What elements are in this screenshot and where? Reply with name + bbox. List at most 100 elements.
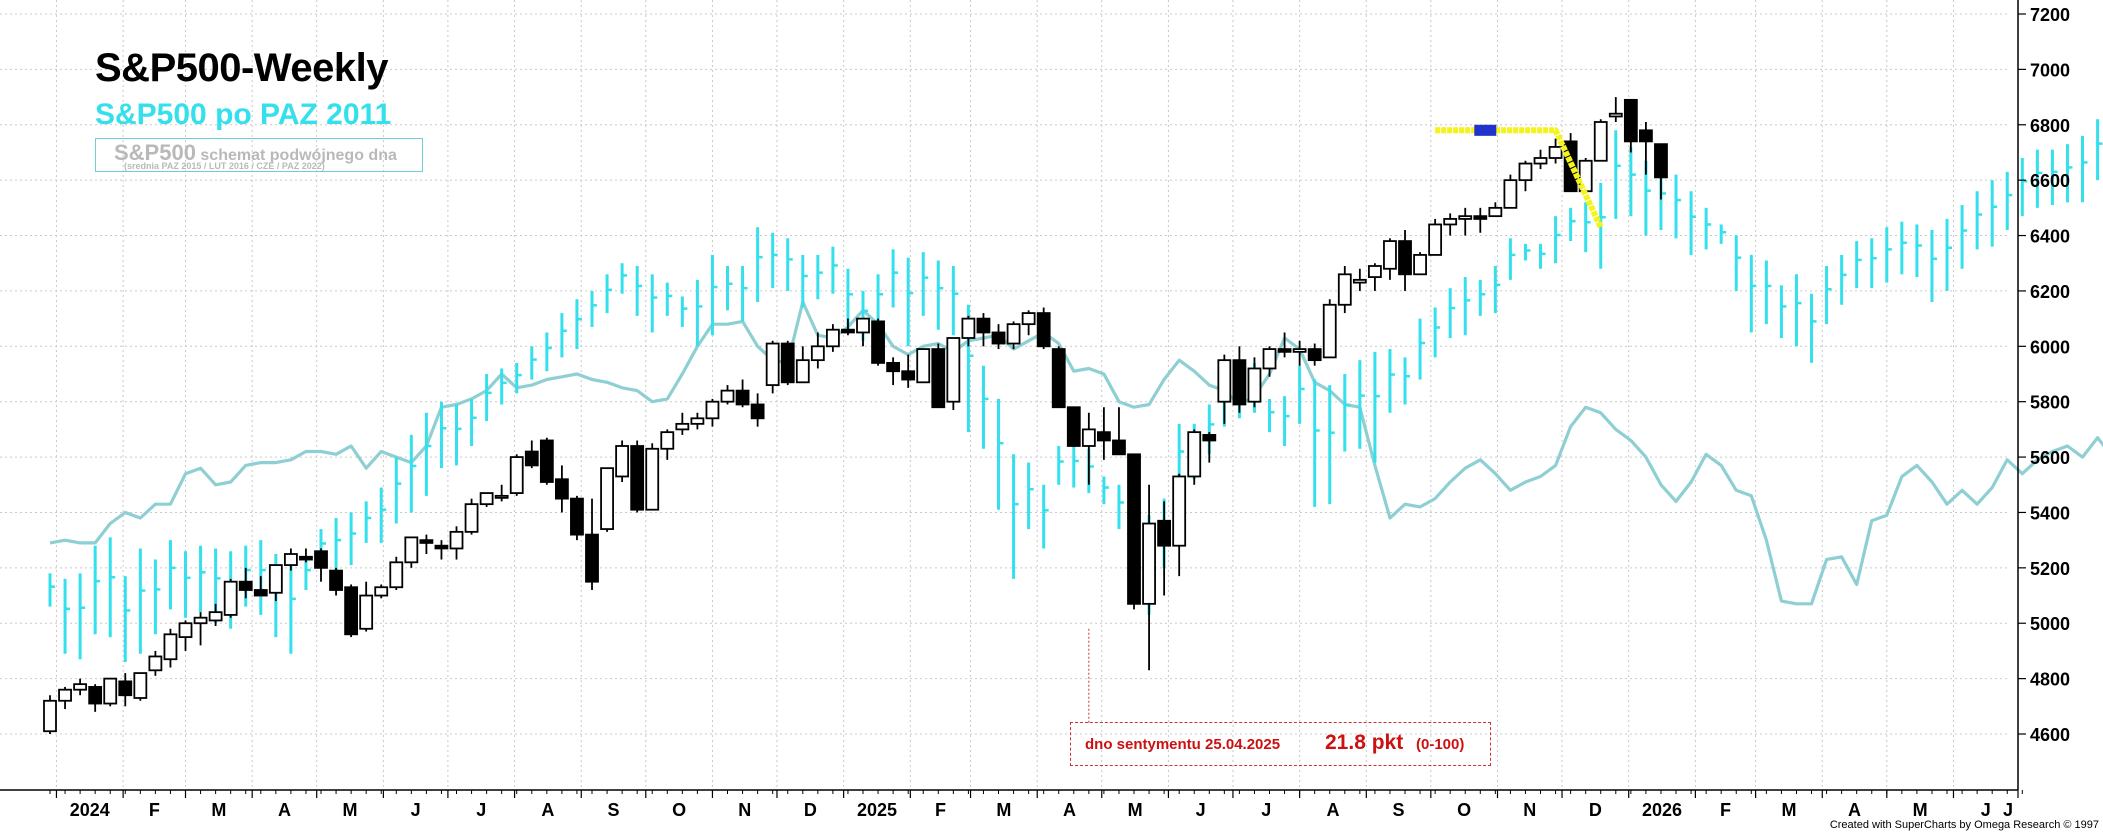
analog-series [48, 119, 2103, 662]
x-tick-label: F [149, 800, 160, 820]
candle-down [1307, 348, 1322, 362]
price-series [43, 97, 1668, 734]
x-tick-label: S [608, 800, 620, 820]
candle-down [1036, 312, 1051, 348]
candle-up [1383, 240, 1397, 270]
candle-up [856, 317, 870, 334]
candle-down [570, 497, 584, 536]
candle-up [1247, 367, 1262, 403]
candle-up [1533, 157, 1548, 165]
candle-down [871, 320, 885, 364]
candle-up [675, 422, 690, 431]
candle-up [1488, 206, 1503, 218]
candle-down [630, 445, 645, 511]
candle-down [1473, 215, 1488, 220]
candle-up [810, 345, 825, 362]
x-tick-label: A [1326, 800, 1339, 820]
y-tick-label: 5200 [2030, 559, 2070, 579]
y-tick-label: 4600 [2030, 725, 2070, 745]
legend-box: S&P500 schemat podwójnego dna (srednia P… [95, 138, 423, 172]
candle-down [524, 450, 539, 467]
y-tick-label: 6600 [2030, 171, 2070, 191]
x-tick-label: S [1393, 800, 1405, 820]
candle-down [1232, 359, 1247, 406]
candle-down [585, 533, 599, 583]
y-tick-label: 5600 [2030, 448, 2070, 468]
highlight-marker [1474, 124, 1497, 136]
candle-up [223, 580, 238, 616]
candle-down [118, 680, 133, 697]
candle-up [103, 677, 118, 705]
candle-up [1217, 359, 1232, 403]
candle-up [1458, 215, 1473, 220]
candle-up [1503, 179, 1518, 209]
candle-up [404, 536, 419, 564]
candle-up [1518, 162, 1533, 182]
candle-up [1608, 112, 1623, 118]
candle-up [1413, 254, 1427, 276]
candle-up [58, 688, 72, 702]
candle-up [268, 564, 283, 594]
legend-schema-label: schemat podwójnego dna [200, 147, 397, 164]
y-tick-label: 6800 [2030, 116, 2070, 136]
candle-up [961, 317, 976, 339]
schema-line [49, 300, 2103, 606]
candle-up [359, 594, 374, 630]
x-tick-label: J [411, 800, 421, 820]
candle-down [931, 348, 946, 409]
x-tick-label: F [1720, 800, 1731, 820]
candle-up [645, 447, 660, 511]
candle-down [419, 539, 434, 544]
candle-up [163, 633, 178, 661]
x-tick-label: J [476, 800, 486, 820]
y-axis: 7200 7000 6800 6600 6400 6200 6000 5800 5600 5400… [2017, 0, 2070, 790]
candle-up [1593, 121, 1608, 162]
candle-down [1623, 98, 1638, 143]
sentiment-annotation: dno sentymentu 25.04.2025 21.8 pkt (0-10… [1070, 722, 1491, 766]
candle-down [735, 389, 750, 406]
x-tick-label: A [1063, 800, 1076, 820]
y-tick-label: 7000 [2030, 60, 2070, 80]
x-tick-label: M [1128, 800, 1143, 820]
annotation-range: (0-100) [1416, 736, 1465, 753]
candle-down [554, 478, 569, 500]
candle-up [1081, 428, 1096, 447]
x-tick-label: M [996, 800, 1011, 820]
x-tick-label: 2024 [70, 800, 110, 820]
candle-down [976, 317, 991, 334]
x-tick-label: M [1913, 800, 1928, 820]
candle-down [1398, 240, 1412, 276]
candle-up [449, 530, 464, 550]
candle-down [901, 370, 916, 381]
x-tick-label: J [1196, 800, 1206, 820]
candle-up [1187, 431, 1202, 478]
candle-up [916, 348, 931, 384]
x-tick-label: M [1781, 800, 1796, 820]
candle-up [946, 337, 961, 403]
candle-up [208, 611, 223, 622]
candle-down [88, 686, 103, 705]
x-tick-label: J [1981, 800, 1991, 820]
candle-up [1142, 522, 1156, 605]
candle-down [991, 331, 1006, 345]
y-tick-label: 5400 [2030, 503, 2070, 523]
candle-up [1548, 146, 1563, 159]
candle-down [1157, 519, 1172, 547]
candle-up [690, 417, 705, 425]
x-tick-label: J [2003, 800, 2013, 820]
candle-down [344, 586, 359, 636]
candle-up [1322, 303, 1337, 359]
candle-down [253, 589, 268, 597]
candle-down [1277, 348, 1292, 353]
legend-main-label: S&P500 [114, 140, 196, 165]
legend-schema: S&P500 schemat podwójnego dna [114, 140, 397, 166]
y-tick-label: 5800 [2030, 393, 2070, 413]
y-tick-label: 4800 [2030, 670, 2070, 690]
y-tick-label: 5000 [2030, 614, 2070, 634]
candle-down [1051, 348, 1066, 409]
candle-up [720, 389, 735, 403]
y-tick-label: 6400 [2030, 227, 2070, 247]
candle-up [73, 683, 88, 691]
candle-up [148, 655, 163, 672]
candle-up [660, 431, 675, 450]
